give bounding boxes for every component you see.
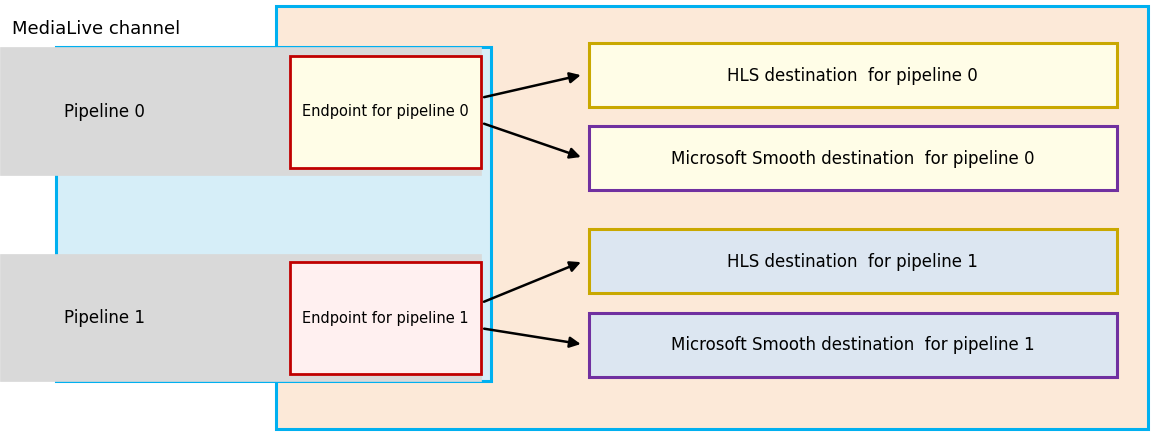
Text: Pipeline 0: Pipeline 0 (64, 102, 145, 121)
FancyBboxPatch shape (290, 263, 481, 374)
Text: MediaLive channel: MediaLive channel (12, 19, 180, 38)
FancyBboxPatch shape (589, 313, 1117, 377)
FancyBboxPatch shape (589, 127, 1117, 191)
Text: HLS destination  for pipeline 0: HLS destination for pipeline 0 (727, 66, 978, 85)
Text: HLS destination  for pipeline 1: HLS destination for pipeline 1 (727, 252, 978, 271)
FancyBboxPatch shape (589, 230, 1117, 293)
Text: Microsoft Smooth destination  for pipeline 0: Microsoft Smooth destination for pipelin… (670, 149, 1035, 168)
FancyBboxPatch shape (589, 44, 1117, 107)
FancyBboxPatch shape (290, 57, 481, 169)
FancyBboxPatch shape (56, 48, 491, 381)
FancyBboxPatch shape (0, 48, 481, 175)
Text: Endpoint for pipeline 1: Endpoint for pipeline 1 (302, 310, 469, 325)
FancyBboxPatch shape (276, 7, 1148, 429)
FancyBboxPatch shape (0, 254, 481, 381)
Text: Microsoft Smooth destination  for pipeline 1: Microsoft Smooth destination for pipelin… (670, 336, 1035, 354)
Text: Endpoint for pipeline 0: Endpoint for pipeline 0 (302, 104, 469, 119)
Text: Pipeline 1: Pipeline 1 (64, 308, 145, 327)
